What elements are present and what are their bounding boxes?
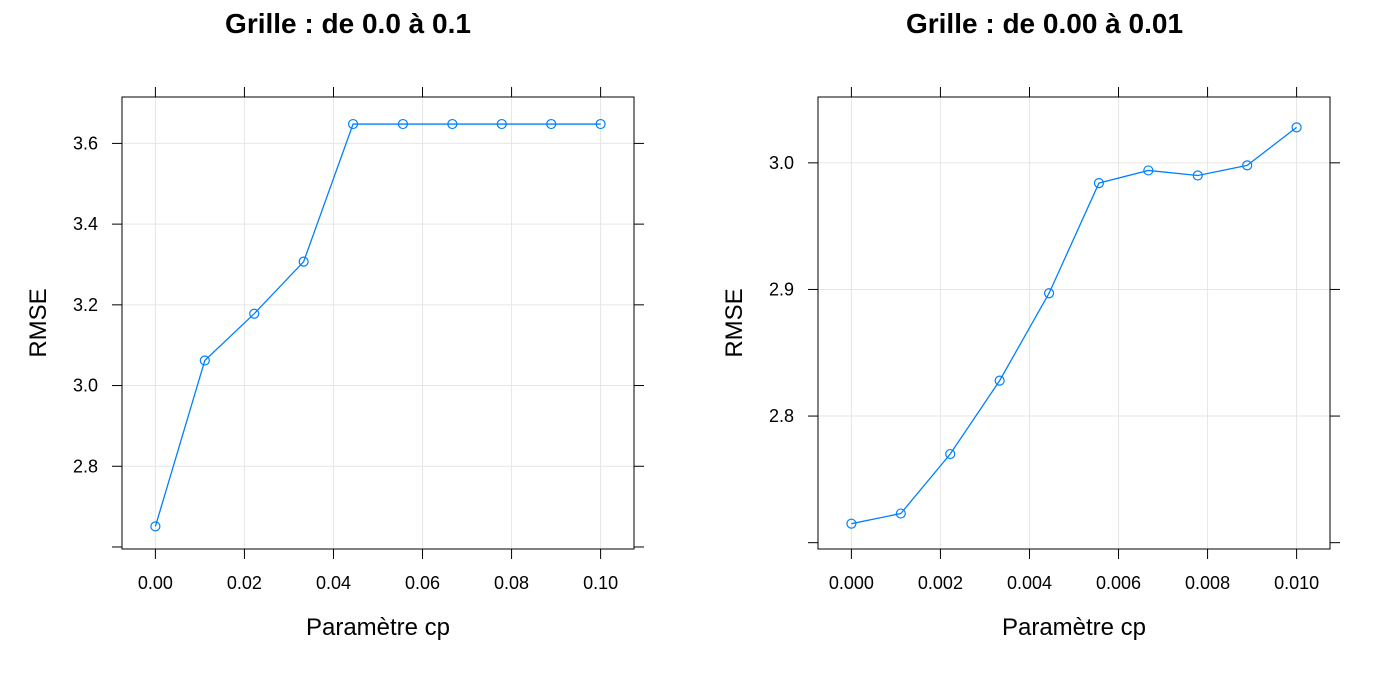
data-point: [1192, 170, 1203, 181]
data-point: [1093, 177, 1105, 189]
data-point: [1043, 288, 1055, 299]
data-point: [595, 118, 606, 130]
data-point: [447, 118, 458, 130]
data-point: [1143, 165, 1154, 176]
x-tick-label: 0.000: [829, 573, 874, 593]
series-line: [154, 123, 601, 527]
chart-title: Grille : de 0.00 à 0.01: [905, 8, 1184, 39]
y-tick-label: 3.2: [73, 295, 98, 315]
data-point: [397, 118, 409, 130]
chart-right: 0.000 0.002 0.004 0.006 0.008 0.010 2.8 2.9 3.0 P…: [721, 87, 1340, 641]
x-tick-label: 0.00: [138, 573, 173, 593]
chart-panel-left: Grille : de 0.0 à 0.1 0.00 0.02 0.04 0.06 0.…: [0, 0, 696, 673]
plot-frame: [817, 96, 1331, 550]
x-tick-label: 0.10: [583, 573, 618, 593]
data-point: [1291, 122, 1302, 133]
x-tick-label: 0.008: [1185, 573, 1230, 593]
chart-panel-right: Grille : de 0.00 à 0.01 0.000 0.002 0.004 0…: [696, 0, 1393, 673]
y-tick-label: 3.4: [73, 214, 98, 234]
y-tick-label: 3.0: [769, 153, 794, 173]
data-point: [1242, 160, 1253, 171]
data-point: [546, 118, 557, 130]
x-axis-label: Paramètre cp: [1002, 614, 1146, 641]
data-point: [846, 518, 857, 529]
x-tick-label: 0.06: [405, 573, 440, 593]
data-point: [895, 508, 906, 519]
y-tick-label: 3.6: [73, 133, 98, 153]
data-point: [347, 118, 359, 130]
x-tick-label: 0.004: [1007, 573, 1052, 593]
y-tick-label: 2.8: [769, 406, 794, 426]
data-point: [249, 308, 260, 319]
y-tick-label: 2.8: [73, 456, 98, 476]
y-axis-label: RMSE: [25, 288, 52, 357]
chart-title: Grille : de 0.0 à 0.1: [225, 8, 471, 39]
y-axis-label: RMSE: [721, 288, 748, 357]
data-point: [199, 355, 210, 366]
data-point: [298, 256, 309, 267]
y-tick-label: 3.0: [73, 376, 98, 396]
data-point: [945, 448, 956, 460]
chart-left: 0.00 0.02 0.04 0.06 0.08 0.10 2.8 3.0 3.2 3.4 3.6 P…: [25, 87, 644, 641]
data-point: [496, 118, 507, 130]
x-axis-label: Paramètre cp: [306, 614, 450, 641]
x-tick-label: 0.010: [1274, 573, 1319, 593]
x-tick-label: 0.002: [918, 573, 963, 593]
data-point: [150, 521, 161, 532]
plot-frame: [121, 96, 635, 550]
x-tick-label: 0.02: [227, 573, 262, 593]
data-point: [994, 375, 1005, 386]
x-tick-label: 0.006: [1096, 573, 1141, 593]
x-tick-label: 0.04: [316, 573, 351, 593]
y-tick-label: 2.9: [769, 279, 794, 299]
x-tick-label: 0.08: [494, 573, 529, 593]
series-line: [851, 126, 1298, 525]
